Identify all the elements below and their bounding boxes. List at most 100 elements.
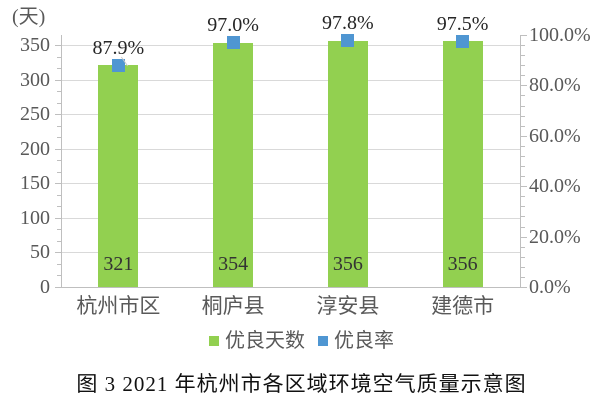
rate-marker-杭州市区 bbox=[111, 58, 125, 72]
right-axis-minor-tick bbox=[521, 95, 525, 97]
bar-value-label: 356 bbox=[332, 253, 363, 275]
gridline-250 bbox=[61, 114, 520, 116]
right-axis-minor-tick bbox=[521, 176, 525, 178]
left-axis-minor-tick bbox=[57, 275, 61, 277]
left-axis-minor-tick bbox=[57, 206, 61, 208]
gridline-100 bbox=[61, 217, 520, 219]
left-axis-major-tick bbox=[55, 45, 61, 47]
right-axis-tick-label: 20.0% bbox=[529, 225, 581, 248]
bar-淳安县: 356 bbox=[327, 41, 368, 287]
right-axis-major-tick bbox=[521, 85, 527, 87]
right-axis-major-tick bbox=[521, 35, 527, 36]
left-axis-major-tick bbox=[55, 217, 61, 219]
left-axis-major-tick bbox=[55, 79, 61, 81]
left-axis-tick-label: 0 bbox=[40, 276, 50, 298]
right-axis-major-tick bbox=[521, 236, 527, 238]
right-axis-tick-label: 100.0% bbox=[529, 24, 591, 46]
rate-marker-建德市 bbox=[456, 34, 470, 48]
category-label-建德市: 建德市 bbox=[431, 294, 495, 318]
rate-data-label: 87.9% bbox=[92, 36, 145, 59]
right-axis-minor-tick bbox=[521, 45, 525, 47]
left-axis-tick-label: 100 bbox=[20, 206, 50, 229]
right-axis-minor-tick bbox=[521, 256, 525, 258]
right-axis-minor-tick bbox=[521, 216, 525, 218]
right-axis-minor-tick bbox=[521, 65, 525, 67]
left-axis-minor-tick bbox=[57, 56, 61, 58]
category-label-杭州市区: 杭州市区 bbox=[76, 294, 161, 318]
right-axis-minor-tick bbox=[521, 115, 525, 117]
left-axis-tick-label: 300 bbox=[20, 68, 50, 91]
bar-杭州市区: 321 bbox=[98, 65, 139, 287]
right-axis-minor-tick bbox=[521, 266, 525, 268]
left-axis-minor-tick bbox=[57, 263, 61, 265]
left-axis-tick-label: 250 bbox=[20, 103, 50, 126]
gridline-350 bbox=[61, 45, 520, 47]
right-axis-major-tick bbox=[521, 287, 527, 288]
rate-data-label: 97.5% bbox=[436, 12, 489, 35]
bar-value-label: 321 bbox=[103, 253, 134, 275]
legend-item-优良率: 优良率 bbox=[318, 330, 394, 352]
left-axis-minor-tick bbox=[57, 171, 61, 173]
gridline-150 bbox=[61, 183, 520, 185]
left-axis-unit-label: (天) bbox=[12, 6, 46, 28]
left-axis-minor-tick bbox=[57, 194, 61, 196]
gridline-200 bbox=[61, 148, 520, 150]
bar-桐庐县: 354 bbox=[213, 42, 254, 287]
left-axis-minor-tick bbox=[57, 68, 61, 70]
bar-value-label: 354 bbox=[218, 253, 249, 275]
left-axis-tick-label: 50 bbox=[30, 241, 50, 264]
right-axis-tick-label: 0.0% bbox=[529, 276, 571, 298]
right-axis-tick-label: 60.0% bbox=[529, 124, 581, 147]
left-axis-minor-tick bbox=[57, 148, 61, 150]
left-axis-minor-tick bbox=[57, 102, 61, 104]
right-axis-minor-tick bbox=[521, 75, 525, 77]
right-y-axis-line bbox=[520, 35, 521, 288]
figure-caption: 图 3 2021 年杭州市各区域环境空气质量示意图 bbox=[76, 372, 527, 396]
category-label-淳安县: 淳安县 bbox=[316, 294, 380, 318]
rate-data-label: 97.8% bbox=[322, 12, 374, 35]
gridline-300 bbox=[61, 79, 520, 81]
right-axis-minor-tick bbox=[521, 105, 525, 107]
left-axis-minor-tick bbox=[57, 114, 61, 116]
right-axis-tick-label: 80.0% bbox=[529, 74, 581, 97]
right-axis-minor-tick bbox=[521, 226, 525, 228]
left-axis-minor-tick bbox=[57, 137, 61, 139]
left-axis-major-tick bbox=[55, 287, 61, 288]
bar-建德市: 356 bbox=[442, 41, 483, 287]
left-axis-minor-tick bbox=[57, 125, 61, 127]
left-axis-tick-label: 200 bbox=[20, 137, 50, 160]
right-axis-minor-tick bbox=[521, 155, 525, 157]
rate-marker-淳安县 bbox=[341, 34, 355, 48]
x-axis-line bbox=[61, 287, 521, 288]
right-axis-minor-tick bbox=[521, 276, 525, 278]
legend-swatch-icon bbox=[318, 336, 328, 346]
right-axis-minor-tick bbox=[521, 206, 525, 208]
right-axis-minor-tick bbox=[521, 246, 525, 248]
right-axis-minor-tick bbox=[521, 196, 525, 198]
gridline-50 bbox=[61, 252, 520, 254]
rate-marker-桐庐县 bbox=[226, 36, 240, 50]
legend-label: 优良率 bbox=[334, 330, 394, 352]
left-y-axis-line bbox=[61, 35, 62, 288]
right-axis-major-tick bbox=[521, 186, 527, 188]
right-axis-minor-tick bbox=[521, 125, 525, 127]
left-axis-minor-tick bbox=[57, 229, 61, 231]
left-axis-tick-label: 150 bbox=[20, 172, 50, 195]
left-axis-minor-tick bbox=[57, 160, 61, 162]
plot-area: 321 354 356 356 87.9% 97.0% 97.8% 97.5% bbox=[61, 12, 520, 287]
left-axis-major-tick bbox=[55, 252, 61, 254]
legend-item-优良天数: 优良天数 bbox=[209, 330, 305, 352]
right-axis-minor-tick bbox=[521, 166, 525, 168]
left-axis-minor-tick bbox=[57, 91, 61, 93]
right-axis-minor-tick bbox=[521, 145, 525, 147]
right-axis-minor-tick bbox=[521, 55, 525, 57]
left-axis-major-tick bbox=[55, 183, 61, 185]
left-axis-tick-label: 350 bbox=[20, 34, 50, 57]
left-axis-minor-tick bbox=[57, 240, 61, 242]
right-axis-tick-label: 40.0% bbox=[529, 175, 581, 198]
chart-legend: 优良天数 优良率 bbox=[0, 330, 603, 352]
rate-data-label: 97.0% bbox=[207, 14, 259, 37]
bar-value-label: 356 bbox=[447, 253, 478, 275]
category-label-桐庐县: 桐庐县 bbox=[201, 294, 265, 318]
